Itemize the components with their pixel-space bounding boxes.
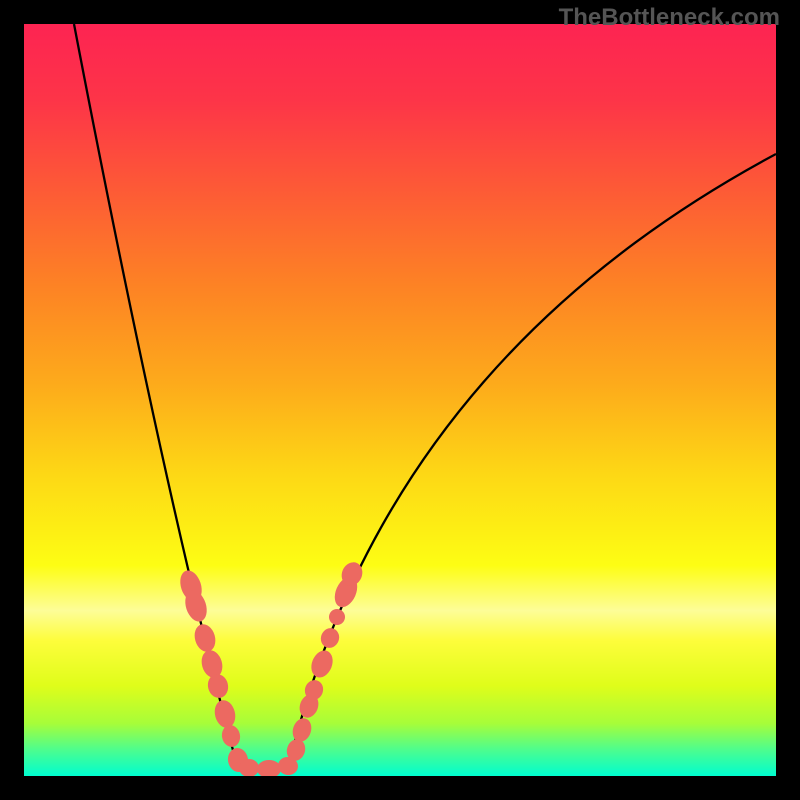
watermark-text: TheBottleneck.com bbox=[559, 4, 780, 32]
gradient-background bbox=[24, 24, 776, 776]
plot-svg bbox=[24, 24, 776, 776]
plot-area bbox=[24, 24, 776, 776]
